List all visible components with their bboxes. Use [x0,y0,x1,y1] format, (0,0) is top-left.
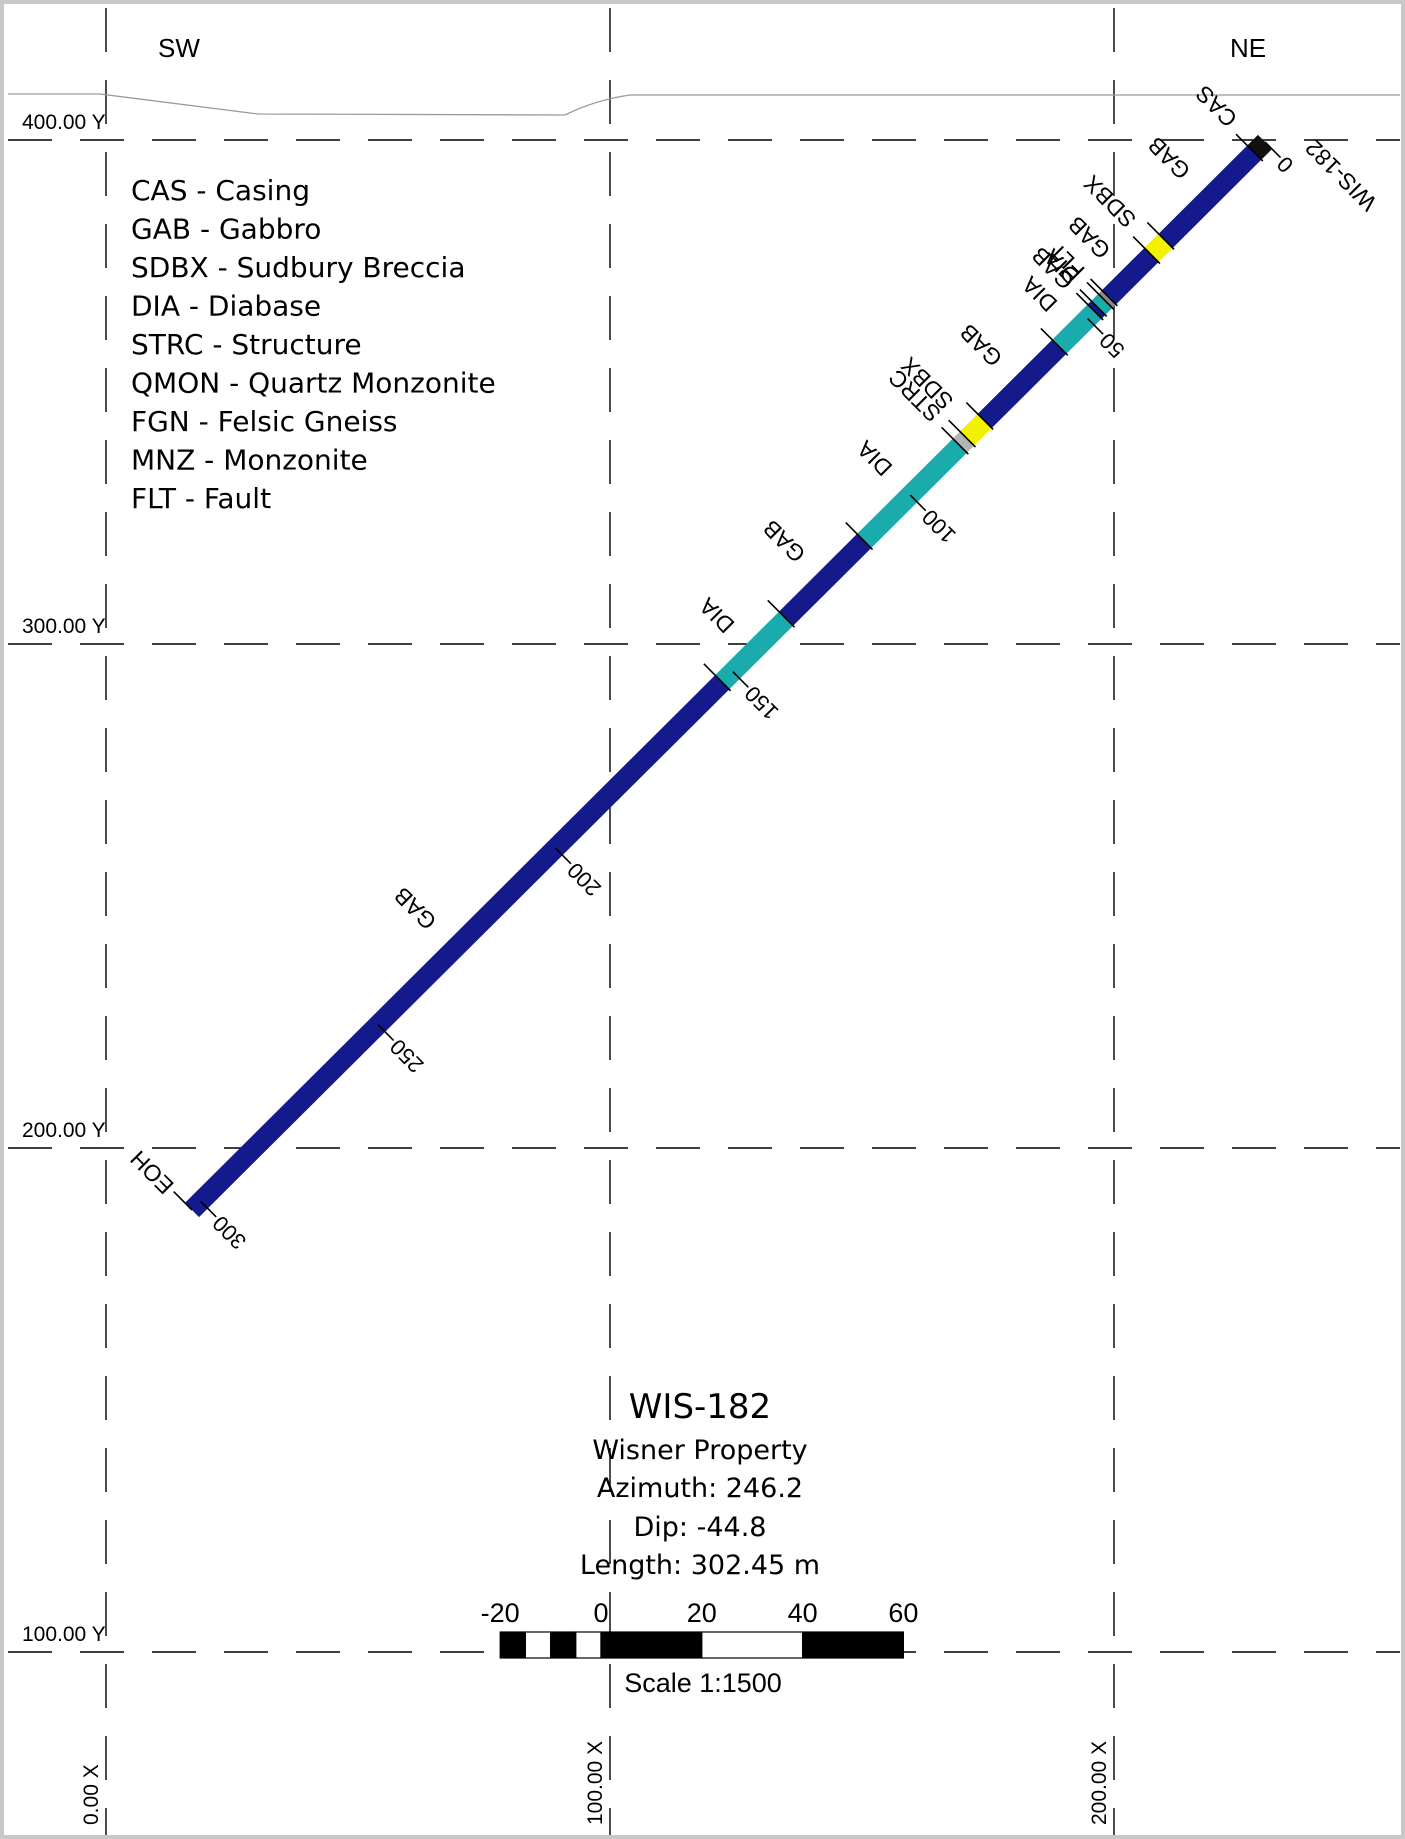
depth-label: 250 [385,1034,429,1078]
scale-segment [701,1631,804,1659]
interval-gab [779,533,872,626]
dip-text: Dip: -44.8 [634,1512,767,1543]
grid: 400.00 Y 300.00 Y 200.00 Y 100.00 Y 0.00 X 10… [8,8,1400,1835]
depth-label: 300 [208,1211,252,1255]
depth-tick [200,1200,217,1218]
grid-label-y: 300.00 Y [22,615,106,638]
unit-label: GAB [955,319,1008,372]
legend-item: DIA - Diabase [131,290,321,323]
grid-label-y: 400.00 Y [22,111,106,134]
depth-label: 200 [562,858,606,902]
interval-strc [952,431,975,453]
legend-item: SDBX - Sudbury Breccia [131,251,465,284]
interval-gab [184,675,730,1218]
topography-line [8,93,1400,116]
contact-tick [845,522,874,551]
unit-label: DIA [851,435,897,481]
interval-gab [1158,145,1262,248]
scale-label: -20 [481,1598,520,1628]
collar-label: WIS-182 [1300,134,1382,216]
contact-tick [965,401,994,431]
unit-label: GAB [389,882,442,935]
grid-label-x: 100.00 X [584,1741,607,1825]
scale-caption: Scale 1:1500 [624,1668,782,1698]
info-block: WIS-182 Wisner Property Azimuth: 246.2 D… [580,1387,820,1581]
unit-label: CAS [1190,80,1242,132]
interval-gab [977,339,1067,429]
unit-label: GAB [758,515,811,568]
grid-label-x: 200.00 X [1088,1741,1111,1825]
contact-tick [1086,281,1115,310]
direction-sw-label: SW [158,33,200,63]
grid-label-y: 100.00 Y [22,1623,106,1646]
depth-tick [732,671,749,688]
scale-segment [524,1631,552,1659]
eoh-tick [173,1191,193,1211]
interval-cas [1247,134,1273,160]
contact-tick [703,663,732,692]
legend-item: FGN - Felsic Gneiss [131,405,398,438]
scale-bar: -20 0 20 40 60 Scale 1:1500 [481,1598,919,1698]
property-name: Wisner Property [592,1435,807,1466]
contact-tick [1089,278,1118,307]
depth-tick [909,494,927,512]
eoh-label: EOH [125,1146,179,1200]
legend-item: GAB - Gabbro [131,213,321,246]
interval-flt [1098,290,1116,308]
legend-item: FLT - Fault [131,482,271,515]
contact-tick [1146,221,1175,250]
scale-label: 0 [593,1598,608,1628]
interval-dia [715,611,794,690]
contact-tick [1040,327,1069,356]
legend-item: QMON - Quartz Monzonite [131,367,496,400]
legend-item: STRC - Structure [131,328,362,361]
depth-tick [1264,141,1282,159]
contact-tick [767,599,796,628]
interval-gab [1101,247,1159,305]
contact-tick [940,426,969,455]
grid-label-x: 0.00 X [80,1764,103,1825]
contact-tick [1235,133,1264,162]
depth-label: 0 [1272,151,1298,177]
scale-label: 60 [888,1598,918,1628]
azimuth-text: Azimuth: 246.2 [597,1473,803,1504]
depth-tick [377,1024,395,1041]
scale-label: 20 [687,1598,717,1628]
depth-label: 150 [740,681,784,725]
scale-segment [549,1631,577,1659]
depth-label: 100 [917,504,961,548]
unit-label: DIA [693,592,739,638]
drillhole-trace [184,134,1273,1218]
grid-label-y: 200.00 Y [22,1119,106,1142]
legend-item: CAS - Casing [131,174,310,207]
interval-dia [1052,304,1102,354]
direction-ne-label: NE [1230,33,1266,63]
interval-gab [1087,300,1106,319]
length-text: Length: 302.45 m [580,1550,820,1581]
interval-dia [857,438,967,549]
hole-title: WIS-182 [629,1387,771,1427]
contact-tick [1132,236,1161,265]
depth-tick [1087,317,1104,335]
scale-label: 40 [788,1598,818,1628]
interval-dia [1091,293,1113,316]
legend: CAS - Casing GAB - Gabbro SDBX - Sudbury B… [131,174,496,515]
contact-tick [1079,288,1108,318]
interval-sdbx [959,413,992,446]
depth-tick [554,847,572,865]
scale-segment [801,1631,904,1659]
scale-segment [499,1631,527,1659]
contact-tick [948,419,977,448]
scale-segment [600,1631,703,1659]
legend-item: MNZ - Monzonite [131,444,368,477]
contact-tick [1075,292,1104,321]
scale-segment [575,1631,602,1659]
depth-label: 50 [1094,328,1129,363]
